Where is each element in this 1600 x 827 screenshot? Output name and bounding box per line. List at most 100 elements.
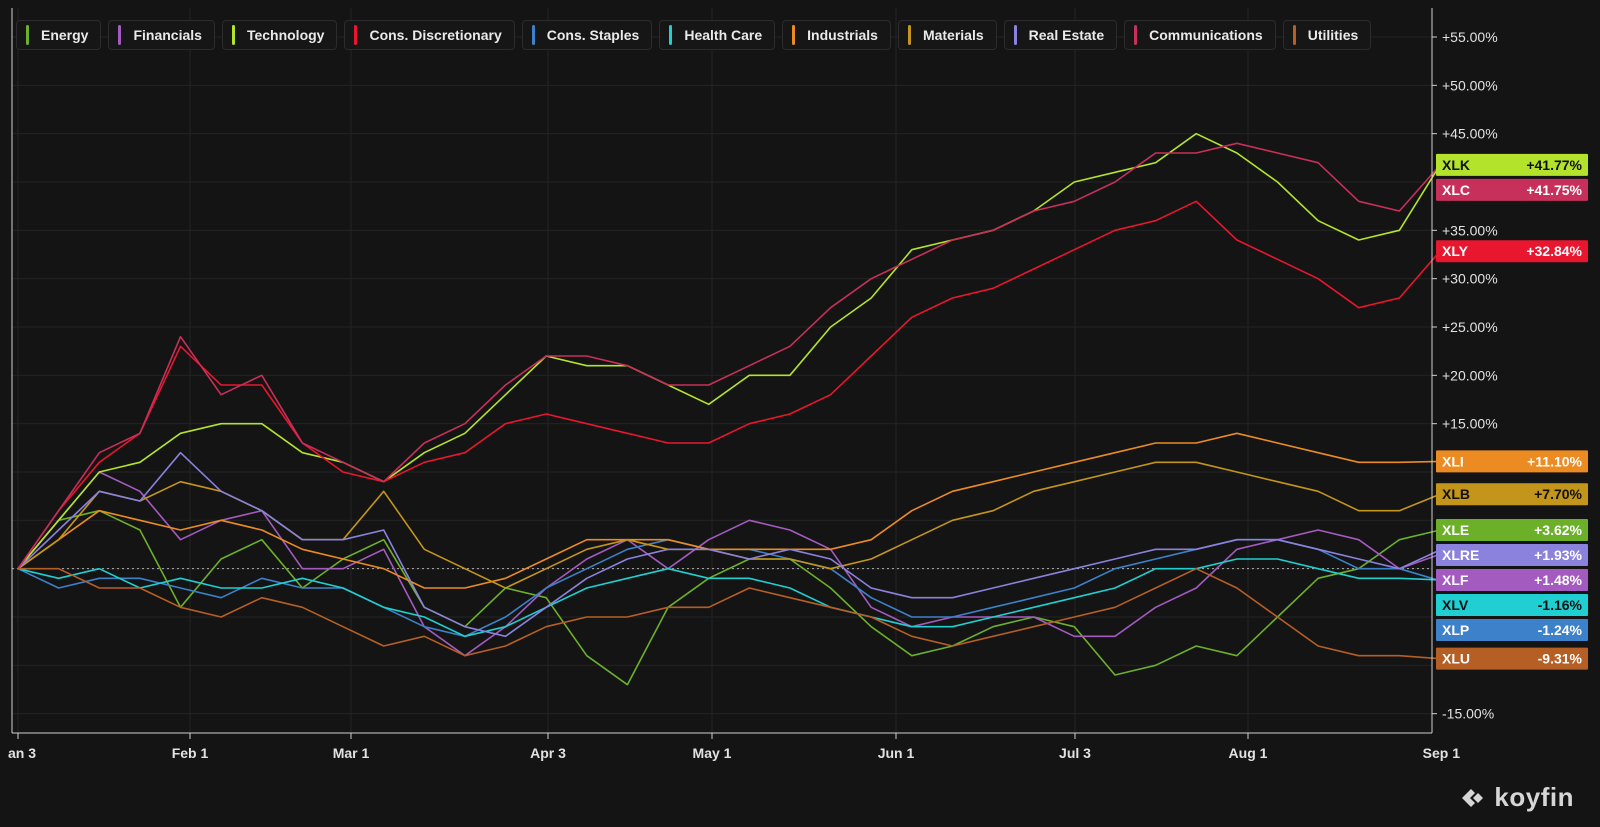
badge-xlk: XLK +41.77%	[1436, 153, 1588, 176]
badge-xlb: XLB +7.70%	[1436, 483, 1588, 506]
badge-bg	[1436, 647, 1588, 670]
value-badges: XLK +41.77% XLC +41.75% XLY +32.84% XLI +11.10%…	[1436, 153, 1588, 670]
legend-item-xlf[interactable]: Financials	[108, 20, 215, 50]
koyfin-logo: koyfin	[1458, 782, 1574, 813]
legend-swatch	[792, 25, 796, 45]
badge-xlre: XLRE +1.93%	[1436, 544, 1588, 566]
legend-swatch	[354, 25, 358, 45]
badge-ticker: XLRE	[1442, 547, 1479, 563]
legend-label: Real Estate	[1028, 27, 1105, 43]
badge-value: +3.62%	[1534, 522, 1582, 538]
legend-item-xlre[interactable]: Real Estate	[1003, 20, 1118, 50]
y-tick-label: +35.00%	[1442, 222, 1498, 238]
series-lines	[17, 132, 1441, 686]
y-axis: +55.00% +50.00% +45.00% +35.00% +30.00% +25.0…	[1432, 29, 1498, 722]
grid	[12, 8, 1432, 733]
badge-xlp: XLP -1.24%	[1436, 619, 1588, 641]
badge-bg	[1436, 483, 1588, 506]
x-tick-label: May 1	[693, 745, 732, 761]
y-tick-label: +45.00%	[1442, 126, 1498, 142]
legend-swatch	[907, 25, 911, 45]
legend-swatch	[1013, 25, 1017, 45]
badge-xli: XLI +11.10%	[1436, 450, 1588, 473]
legend-swatch	[1134, 25, 1138, 45]
badge-xly: XLY +32.84%	[1436, 240, 1588, 263]
badge-ticker: XLB	[1442, 486, 1470, 502]
badge-ticker: XLC	[1442, 182, 1470, 198]
badge-bg	[1436, 240, 1588, 263]
legend-swatch	[669, 25, 673, 45]
legend-swatch	[531, 25, 535, 45]
legend-swatch	[118, 25, 122, 45]
x-tick-label: Aug 1	[1229, 745, 1268, 761]
x-tick-label: Sep 1	[1423, 745, 1461, 761]
series-line-xle	[17, 509, 1441, 686]
badge-bg	[1436, 594, 1588, 616]
legend-label: Cons. Staples	[546, 27, 640, 43]
badge-bg	[1436, 178, 1588, 201]
badge-ticker: XLV	[1442, 597, 1469, 613]
x-axis: an 3 Feb 1 Mar 1 Apr 3 May 1 Jun 1 Jul 3 Aug 1 S…	[8, 733, 1460, 761]
badge-xlu: XLU -9.31%	[1436, 647, 1588, 670]
badge-value: +1.93%	[1534, 547, 1582, 563]
legend-swatch	[231, 25, 235, 45]
badge-ticker: XLE	[1442, 522, 1469, 538]
legend-item-xlp[interactable]: Cons. Staples	[521, 20, 653, 50]
brand-name: koyfin	[1494, 782, 1574, 812]
badge-bg	[1436, 544, 1588, 566]
legend-item-xly[interactable]: Cons. Discretionary	[344, 20, 515, 50]
badge-ticker: XLK	[1442, 157, 1470, 173]
badge-xle: XLE +3.62%	[1436, 519, 1588, 541]
legend-label: Financials	[133, 27, 202, 43]
series-line-xlv	[17, 558, 1441, 638]
legend-label: Technology	[246, 27, 325, 43]
legend-item-xlu[interactable]: Utilities	[1282, 20, 1372, 50]
badge-ticker: XLF	[1442, 572, 1469, 588]
badge-ticker: XLI	[1442, 453, 1464, 469]
legend-label: Utilities	[1307, 27, 1359, 43]
legend-label: Industrials	[807, 27, 878, 43]
badge-value: -1.16%	[1538, 597, 1583, 613]
badge-bg	[1436, 519, 1588, 541]
y-tick-label: +15.00%	[1442, 416, 1498, 432]
legend-label: Energy	[41, 27, 89, 43]
legend-item-xle[interactable]: Energy	[16, 20, 102, 50]
legend-swatch	[26, 25, 29, 45]
x-tick-label: Mar 1	[333, 745, 370, 761]
y-tick-label: -15.00%	[1442, 706, 1494, 722]
legend-label: Health Care	[684, 27, 763, 43]
badge-value: -1.24%	[1538, 622, 1583, 638]
series-line-xlre	[17, 451, 1441, 638]
x-tick-label: Apr 3	[530, 745, 566, 761]
badge-value: +41.75%	[1526, 182, 1582, 198]
badge-value: +32.84%	[1526, 243, 1582, 259]
legend-item-xlk[interactable]: Technology	[221, 20, 338, 50]
series-line-xlc	[17, 142, 1441, 570]
badge-ticker: XLP	[1442, 622, 1469, 638]
legend-label: Communications	[1149, 27, 1263, 43]
x-tick-label: Feb 1	[172, 745, 209, 761]
badge-bg	[1436, 619, 1588, 641]
y-tick-label: +30.00%	[1442, 271, 1498, 287]
y-tick-label: +20.00%	[1442, 367, 1498, 383]
badge-value: +1.48%	[1534, 572, 1582, 588]
y-tick-label: +50.00%	[1442, 77, 1498, 93]
x-tick-label: Jul 3	[1059, 745, 1091, 761]
x-tick-label: an 3	[8, 745, 36, 761]
badge-xlf: XLF +1.48%	[1436, 569, 1588, 591]
legend-swatch	[1292, 25, 1296, 45]
y-tick-label: +25.00%	[1442, 319, 1498, 335]
legend-item-xlc[interactable]: Communications	[1124, 20, 1276, 50]
badge-bg	[1436, 153, 1588, 176]
legend-item-xlb[interactable]: Materials	[897, 20, 997, 50]
legend: Energy Financials Technology Cons. Discreti…	[16, 20, 1436, 50]
badge-bg	[1436, 450, 1588, 473]
badge-value: +7.70%	[1534, 486, 1582, 502]
legend-item-xlv[interactable]: Health Care	[659, 20, 776, 50]
badge-value: +41.77%	[1526, 157, 1582, 173]
legend-item-xli[interactable]: Industrials	[782, 20, 891, 50]
koyfin-logo-icon	[1462, 788, 1484, 807]
series-line-xly	[17, 200, 1441, 570]
series-line-xlu	[18, 567, 1441, 660]
